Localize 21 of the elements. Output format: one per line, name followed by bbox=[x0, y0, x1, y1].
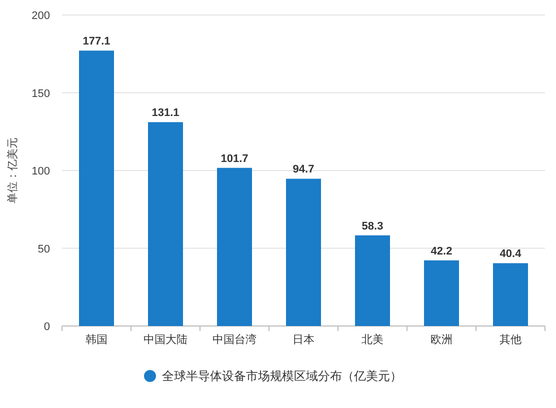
x-tick-label: 欧洲 bbox=[430, 333, 452, 346]
y-tick-label: 100 bbox=[32, 166, 50, 178]
y-tick-label: 150 bbox=[32, 88, 50, 100]
data-label: 42.2 bbox=[430, 245, 452, 258]
data-label: 177.1 bbox=[82, 36, 110, 48]
y-axis-title: 单位：亿美元 bbox=[6, 138, 19, 204]
x-tick-label: 中国大陆 bbox=[144, 333, 188, 346]
x-tick-label: 北美 bbox=[362, 333, 384, 346]
data-label: 94.7 bbox=[292, 164, 314, 176]
y-tick-label: 0 bbox=[44, 321, 50, 333]
data-label: 58.3 bbox=[362, 220, 384, 232]
data-label: 101.7 bbox=[220, 152, 248, 165]
x-tick-label: 日本 bbox=[292, 333, 314, 346]
x-tick-label: 中国台湾 bbox=[212, 333, 256, 346]
data-label: 131.1 bbox=[152, 107, 180, 120]
x-tick-label: 其他 bbox=[500, 333, 522, 346]
x-tick-label: 韩国 bbox=[86, 333, 108, 346]
y-tick-label: 50 bbox=[38, 243, 50, 256]
legend-label: 全球半导体设备市场规模区域分布（亿美元） bbox=[162, 369, 402, 383]
data-label: 40.4 bbox=[500, 248, 522, 260]
y-tick-label: 200 bbox=[32, 10, 50, 22]
